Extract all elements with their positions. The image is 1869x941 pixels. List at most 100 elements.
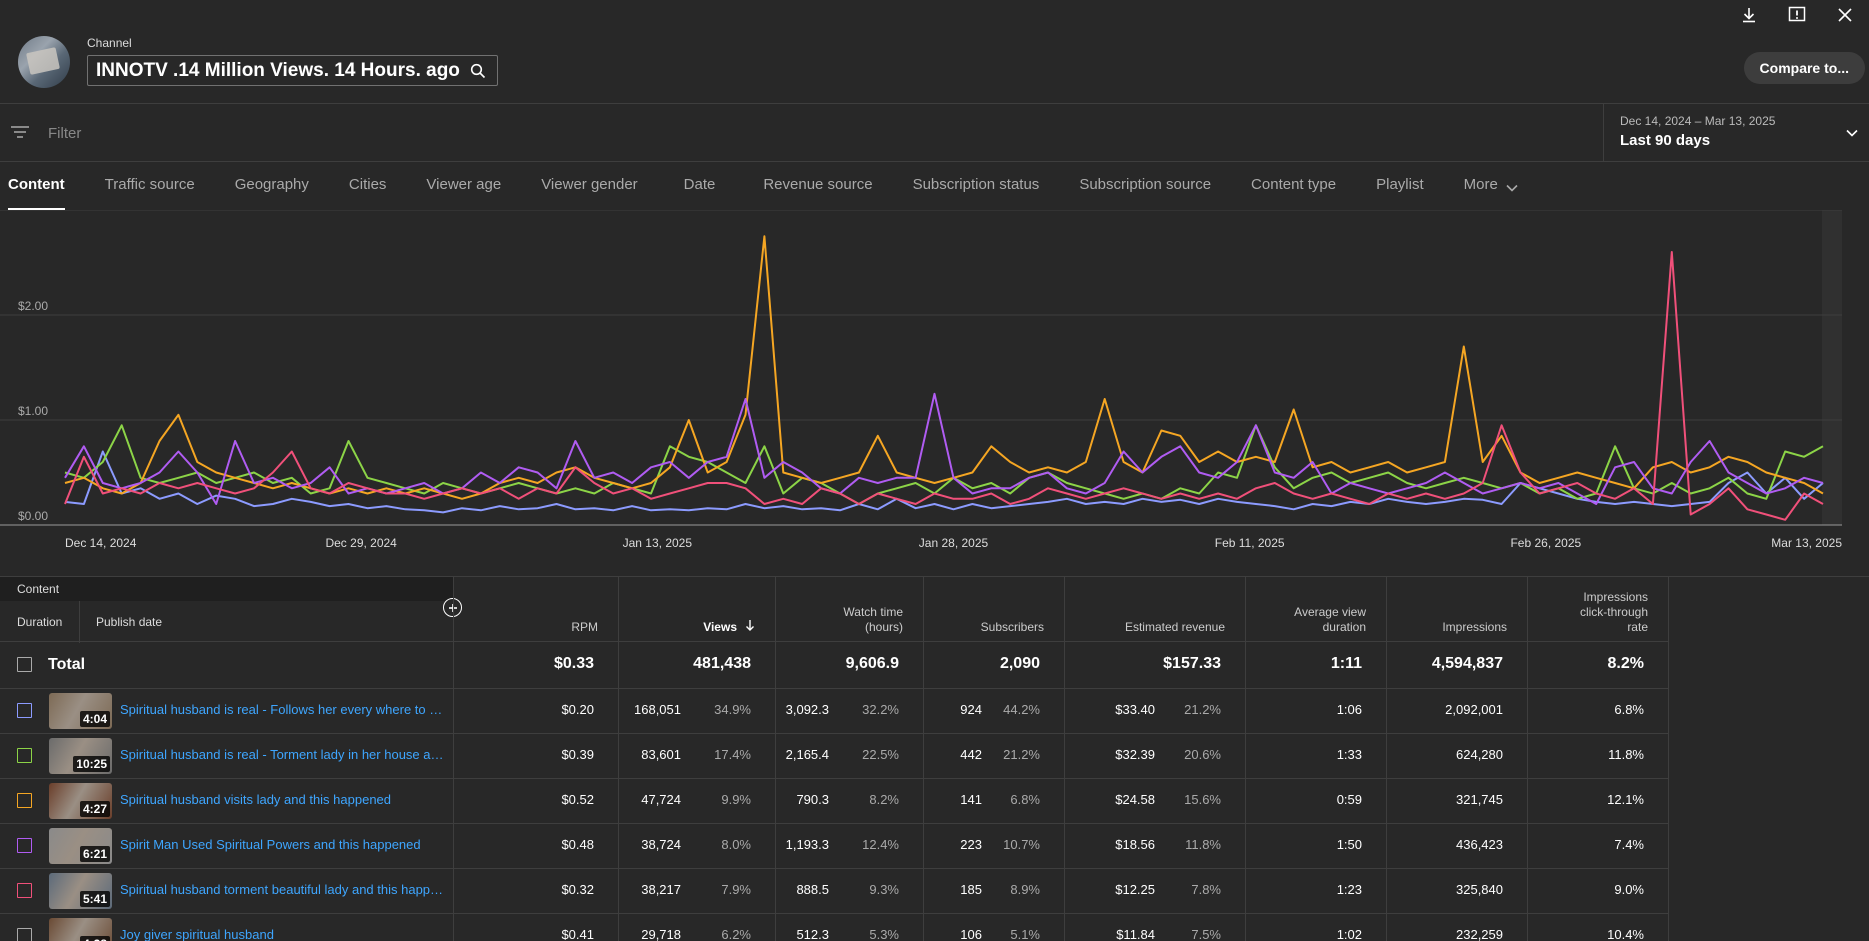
tab-viewer-gender[interactable]: Viewer gender (541, 176, 638, 193)
column-header-label: Subscribers (980, 620, 1044, 634)
cell-ctr: 7.4% (1614, 837, 1644, 852)
total-checkbox[interactable] (17, 657, 32, 672)
video-title-link[interactable]: Spirit Man Used Spiritual Powers and thi… (120, 837, 421, 852)
table-row[interactable]: 4:04 Spiritual husband is real - Follows … (0, 688, 1669, 733)
series-line-5[interactable] (64, 251, 1824, 521)
total-label: Total (48, 656, 86, 673)
close-icon[interactable] (1821, 4, 1869, 26)
tab-more[interactable]: More (1464, 162, 1518, 210)
channel-avatar[interactable] (18, 36, 70, 88)
column-header-ctr[interactable]: Impressions click-through rate (1527, 577, 1668, 641)
cell-views: 83,601 (641, 747, 681, 762)
cell-rpm: $0.48 (561, 837, 594, 852)
video-title-link[interactable]: Spiritual husband is real - Torment lady… (120, 747, 445, 762)
total-rev: $157.33 (1163, 655, 1221, 672)
tab-playlist[interactable]: Playlist (1376, 176, 1424, 193)
column-header-watch[interactable]: Watch time (hours) (775, 577, 923, 641)
chevron-down-icon (1506, 180, 1518, 192)
row-checkbox[interactable] (17, 928, 32, 941)
table-row[interactable]: 6:21 Spirit Man Used Spiritual Powers and… (0, 823, 1669, 868)
column-header-subs[interactable]: Subscribers (923, 577, 1064, 641)
column-header-rpm[interactable]: RPM (453, 577, 618, 641)
table-row[interactable]: 10:25 Spiritual husband is real - Torment… (0, 733, 1669, 778)
table-row[interactable]: 4:27 Spiritual husband visits lady and th… (0, 778, 1669, 823)
series-line-3[interactable] (64, 235, 1824, 500)
channel-selector[interactable]: INNOTV .14 Million Views. 14 Hours. ago (87, 55, 498, 86)
chevron-down-icon (1845, 126, 1859, 140)
tab-traffic-source[interactable]: Traffic source (104, 176, 195, 193)
video-thumbnail[interactable]: 5:41 (49, 873, 112, 909)
filter-input[interactable]: Filter (48, 125, 82, 142)
series-line-4[interactable] (64, 392, 1824, 505)
download-icon[interactable] (1725, 4, 1773, 26)
table-row[interactable]: 5:41 Spiritual husband torment beautiful … (0, 868, 1669, 913)
cell-subs: 442 (960, 747, 982, 762)
series-line-2[interactable] (64, 424, 1824, 505)
feedback-icon[interactable] (1773, 4, 1821, 26)
column-header-label: Impressions (1442, 620, 1507, 634)
x-tick-label: Feb 11, 2025 (1215, 536, 1285, 550)
cell-revenue: $12.25 (1115, 882, 1155, 897)
content-column-header: Content (0, 577, 453, 601)
column-header-rev[interactable]: Estimated revenue (1064, 577, 1245, 641)
column-header-label: RPM (571, 620, 598, 634)
column-divider (618, 577, 619, 941)
column-header-avd[interactable]: Average view duration (1245, 577, 1386, 641)
video-title-link[interactable]: Spiritual husband is real - Follows her … (120, 702, 445, 717)
cell-subs-pct: 44.2% (1003, 702, 1040, 717)
series-line-1[interactable] (64, 450, 1824, 514)
tab-geography[interactable]: Geography (234, 176, 309, 193)
sort-arrow-icon[interactable] (745, 619, 755, 635)
video-title-link[interactable]: Spiritual husband torment beautiful lady… (120, 882, 445, 897)
tab-cities[interactable]: Cities (348, 176, 387, 193)
video-thumbnail[interactable]: 4:27 (49, 783, 112, 819)
video-thumbnail[interactable]: 4:38 (49, 918, 112, 941)
duration-column-header[interactable]: Duration (0, 601, 80, 643)
cell-watch: 790.3 (796, 792, 829, 807)
table-row[interactable]: 4:38 Joy giver spiritual husband $0.41 29,7… (0, 913, 1669, 941)
tab-content-type[interactable]: Content type (1251, 176, 1337, 193)
video-thumbnail[interactable]: 10:25 (49, 738, 112, 774)
compare-button[interactable]: Compare to... (1743, 52, 1865, 84)
tab-revenue-source[interactable]: Revenue source (763, 176, 873, 193)
date-range-picker[interactable]: Dec 14, 2024 – Mar 13, 2025 Last 90 days (1603, 104, 1869, 162)
cell-views: 38,724 (641, 837, 681, 852)
video-duration: 4:38 (79, 936, 110, 941)
total-rpm: $0.33 (553, 655, 594, 672)
cell-watch-pct: 5.3% (869, 927, 899, 941)
row-checkbox[interactable] (17, 883, 32, 898)
video-thumbnail[interactable]: 4:04 (49, 693, 112, 729)
row-checkbox[interactable] (17, 838, 32, 853)
video-title-link[interactable]: Joy giver spiritual husband (120, 927, 274, 941)
column-header-imp[interactable]: Impressions (1386, 577, 1527, 641)
tab-date[interactable]: Date (683, 176, 716, 193)
cell-views-pct: 9.9% (721, 792, 751, 807)
x-tick-label: Dec 29, 2024 (325, 536, 397, 550)
cell-rpm: $0.32 (561, 882, 594, 897)
tab-viewer-age[interactable]: Viewer age (426, 176, 502, 193)
column-header-views[interactable]: Views (618, 577, 775, 641)
search-icon[interactable] (470, 63, 486, 79)
video-title-link[interactable]: Spiritual husband visits lady and this h… (120, 792, 392, 807)
chart-scroll-track[interactable] (1822, 210, 1842, 525)
column-divider (1245, 577, 1246, 941)
row-checkbox[interactable] (17, 703, 32, 718)
row-checkbox[interactable] (17, 748, 32, 763)
tab-subscription-status[interactable]: Subscription status (912, 176, 1040, 193)
cell-subs-pct: 21.2% (1003, 747, 1040, 762)
publish-date-column-header[interactable]: Publish date (96, 615, 163, 629)
row-checkbox[interactable] (17, 793, 32, 808)
add-column-icon[interactable] (443, 598, 462, 617)
video-duration: 6:21 (79, 846, 110, 862)
filter-icon[interactable] (10, 124, 30, 140)
cell-revenue: $33.40 (1115, 702, 1155, 717)
total-avd: 1:11 (1330, 655, 1362, 672)
cell-revenue-pct: 15.6% (1184, 792, 1221, 807)
column-divider (453, 577, 454, 941)
tab-subscription-source[interactable]: Subscription source (1079, 176, 1212, 193)
tab-content[interactable]: Content (8, 162, 65, 210)
cell-subs: 223 (960, 837, 982, 852)
video-thumbnail[interactable]: 6:21 (49, 828, 112, 864)
cell-views-pct: 17.4% (714, 747, 751, 762)
